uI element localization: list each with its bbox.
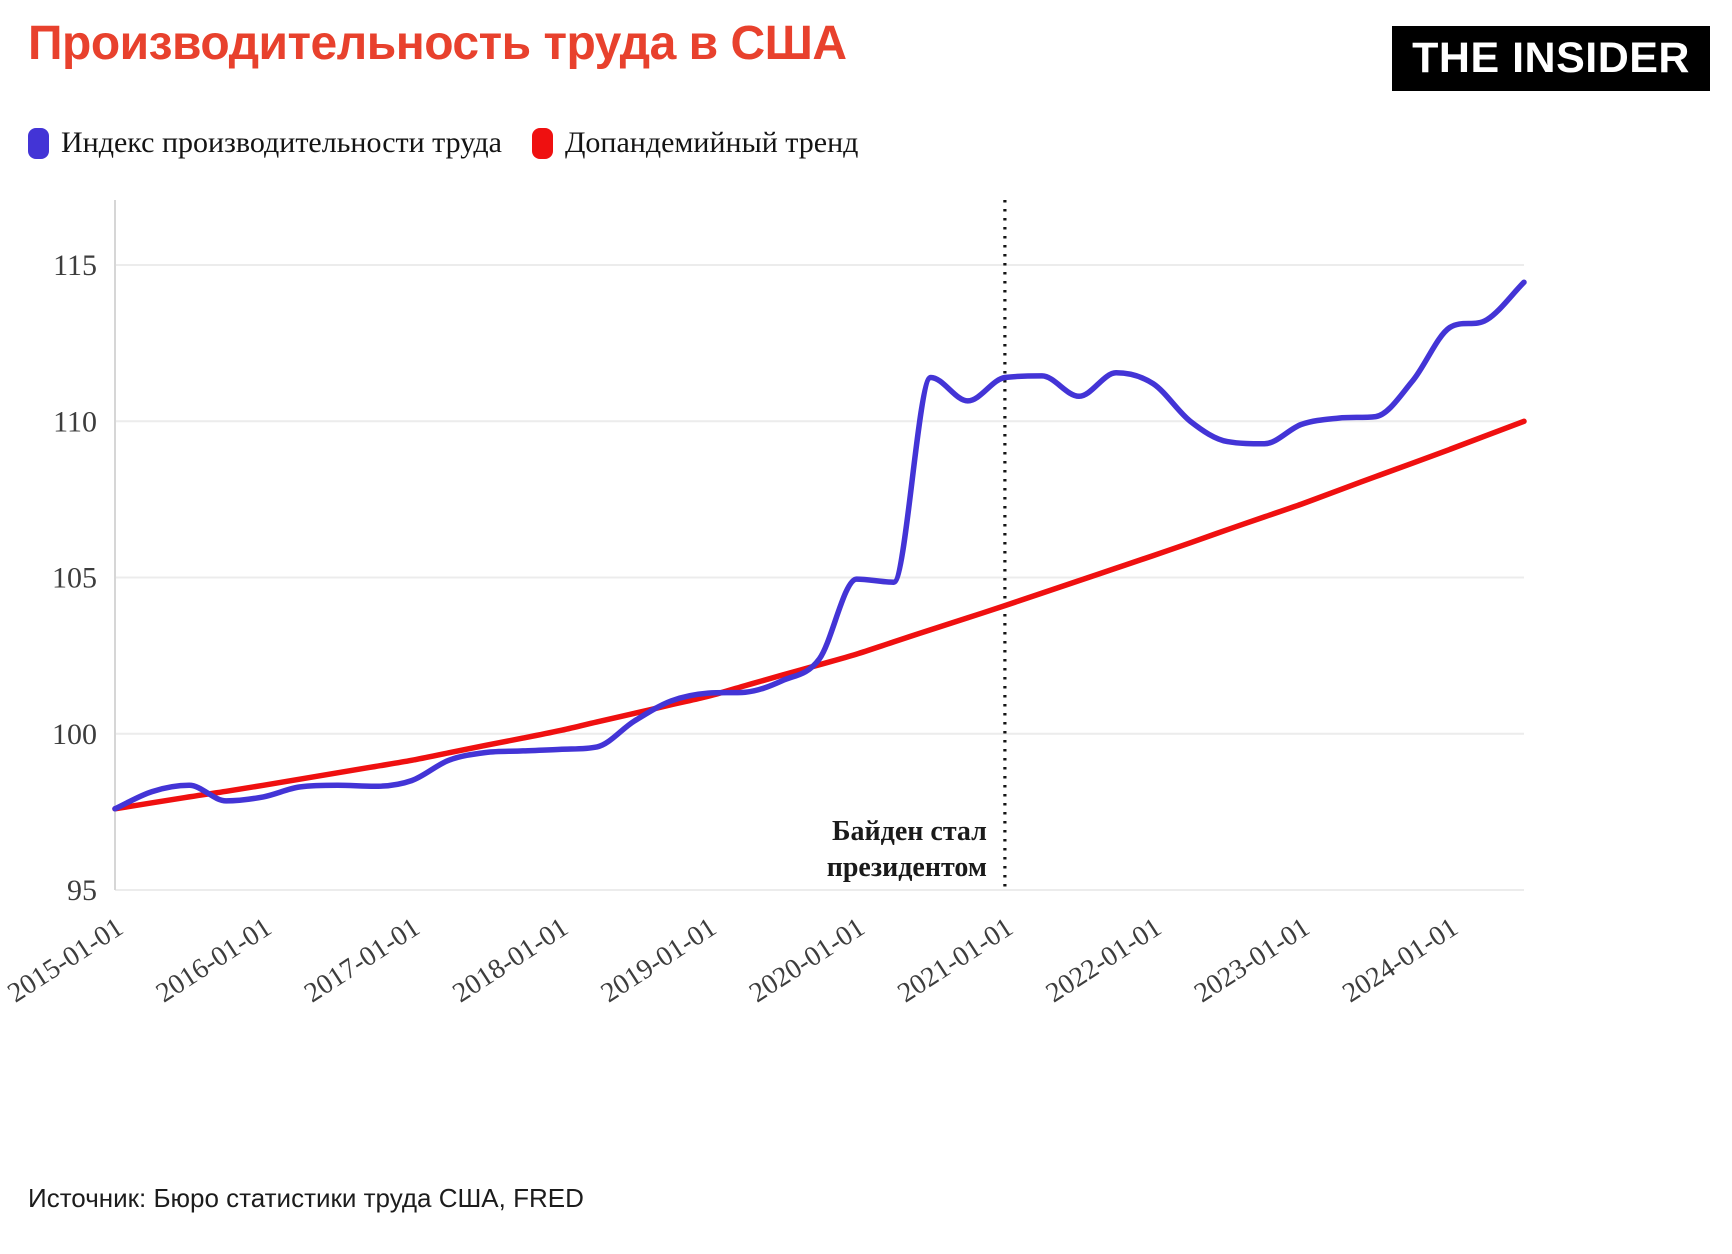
chart-legend: Индекс производительности труда Допандем… <box>28 126 858 160</box>
x-tick-label: 2023-01-01 <box>1189 912 1315 1009</box>
page-title: Производительность труда в США <box>28 17 847 70</box>
y-tick-label: 95 <box>67 874 97 907</box>
productivity-line <box>112 279 1527 812</box>
biden-annotation-text: Байден стал <box>832 816 987 847</box>
y-tick-label: 115 <box>53 249 97 282</box>
x-tick-label: 2020-01-01 <box>744 912 870 1009</box>
x-tick-label: 2017-01-01 <box>299 912 425 1009</box>
line-chart: 95 100 105 110 115 2015-01-01 2016-01-01 2017-0… <box>2 200 1527 1009</box>
source-caption: Источник: Бюро статистики труда США, FRE… <box>28 1183 584 1213</box>
x-tick-label: 2016-01-01 <box>151 912 277 1009</box>
legend-swatch-trend <box>531 127 553 159</box>
legend-label-productivity: Индекс производительности труда <box>61 126 502 159</box>
x-tick-label: 2019-01-01 <box>596 912 722 1009</box>
y-tick-label: 105 <box>52 562 97 595</box>
legend-swatch-productivity <box>28 127 49 159</box>
logo-text: THE INSIDER <box>1412 34 1690 82</box>
x-tick-label: 2018-01-01 <box>447 912 573 1009</box>
x-tick-label: 2024-01-01 <box>1337 912 1463 1009</box>
x-tick-label: 2021-01-01 <box>892 912 1018 1009</box>
legend-label-trend: Допандемийный тренд <box>564 126 859 159</box>
trend-line <box>112 418 1527 812</box>
x-tick-label: 2022-01-01 <box>1041 912 1167 1009</box>
y-tick-label: 110 <box>53 405 97 438</box>
biden-annotation-text: президентом <box>827 852 987 883</box>
the-insider-logo: THE INSIDER <box>1392 26 1710 91</box>
y-tick-label: 100 <box>52 718 97 751</box>
x-tick-label: 2015-01-01 <box>2 912 128 1009</box>
